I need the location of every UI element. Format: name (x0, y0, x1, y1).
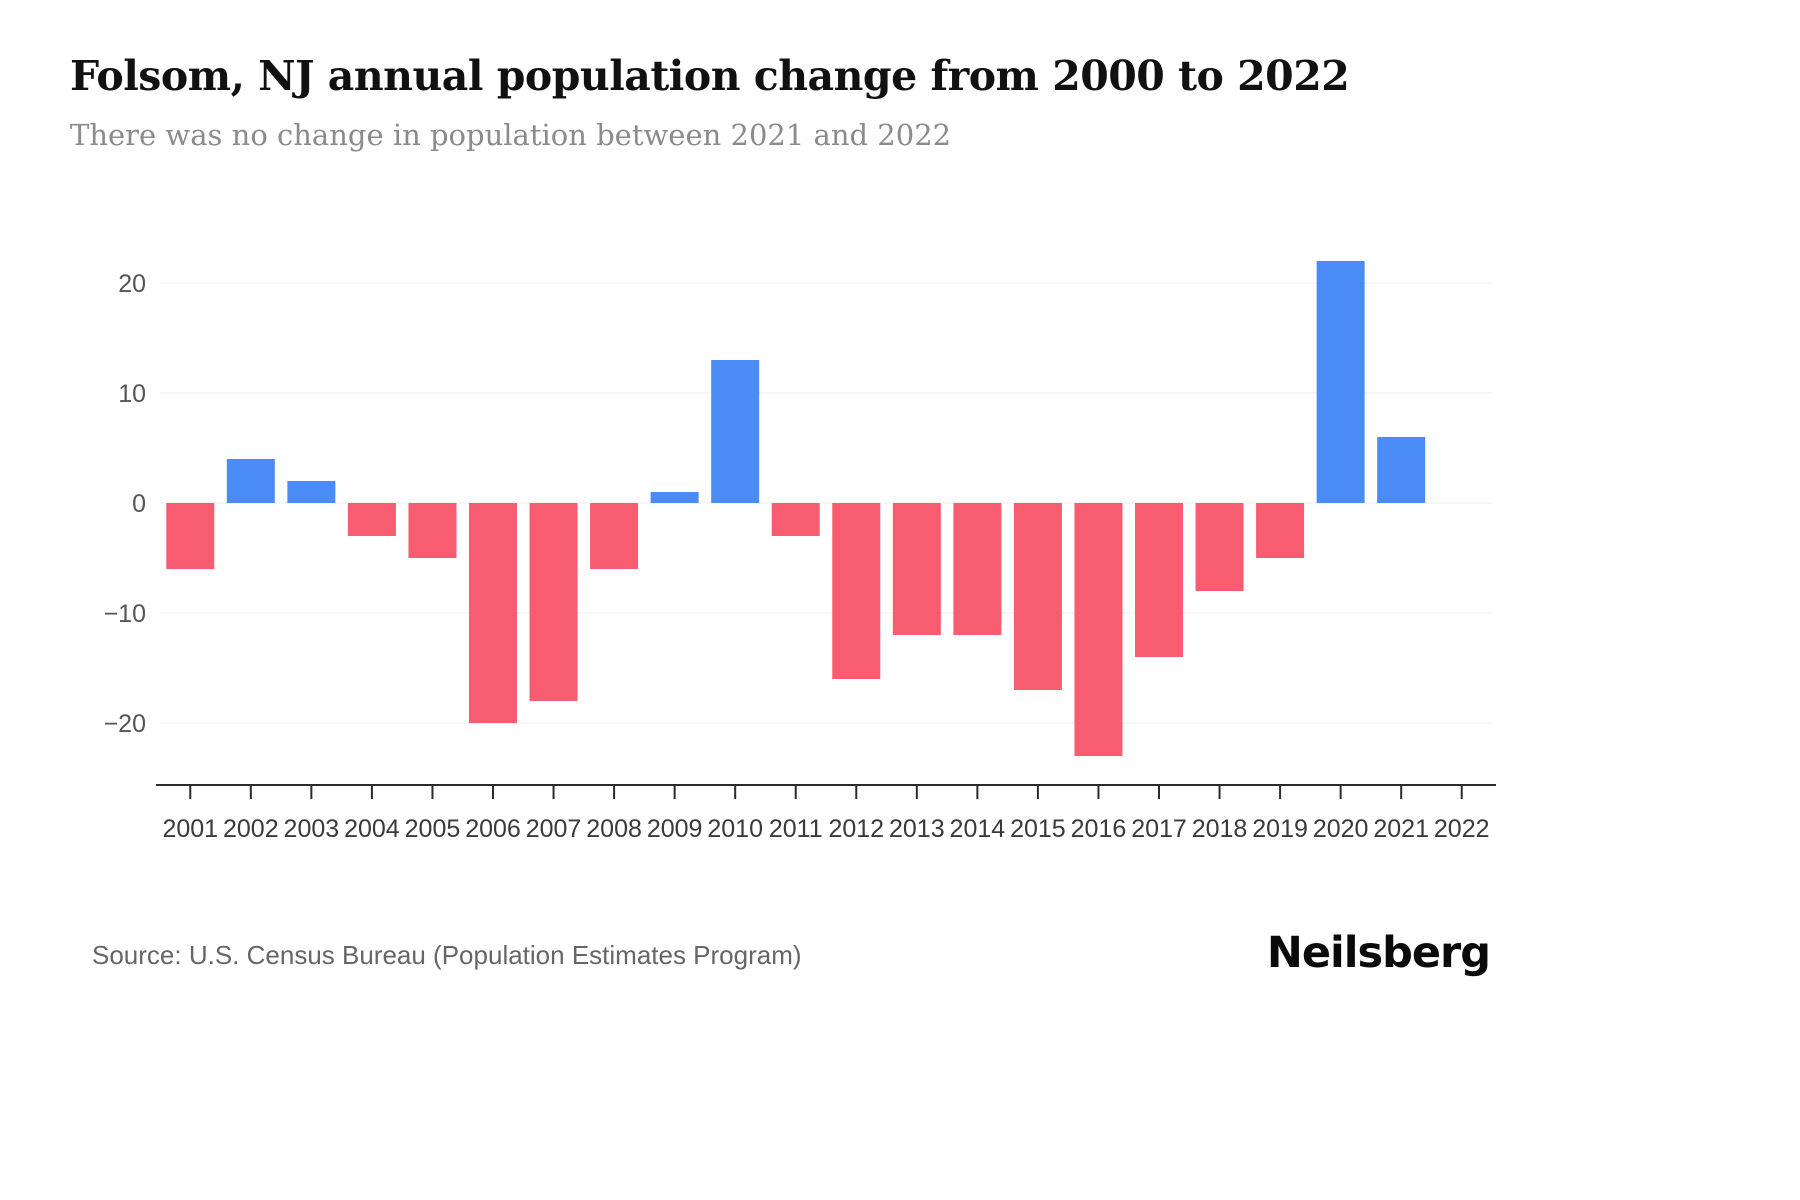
bar-2013 (892, 503, 941, 635)
source-text: Source: U.S. Census Bureau (Population E… (92, 940, 802, 970)
brand-logo: Neilsberg (1266, 928, 1491, 978)
x-tick-label: 2012 (828, 815, 884, 843)
x-tick-label: 2001 (162, 815, 218, 843)
x-tick-label: 2015 (1010, 815, 1066, 843)
y-tick-label: −20 (104, 710, 146, 738)
bar-2003 (287, 481, 336, 503)
bar-chart: 20 10 0 −10 −20 2001 2002 2003 2004 2005 2006 2007 2… (0, 210, 1800, 870)
x-tick-label: 2004 (344, 815, 400, 843)
bar-2007 (529, 503, 578, 701)
x-tick-label: 2002 (223, 815, 279, 843)
x-tick-label: 2016 (1071, 815, 1127, 843)
y-tick-label: 0 (132, 490, 146, 518)
x-tick-label: 2006 (465, 815, 521, 843)
y-tick-label: 10 (118, 380, 146, 408)
bar-2015 (1013, 503, 1062, 690)
bar-2012 (832, 503, 881, 679)
x-tick-label: 2019 (1252, 815, 1308, 843)
bar-2006 (469, 503, 517, 723)
x-tick-label: 2009 (647, 815, 703, 843)
y-tick-label: −10 (104, 600, 146, 628)
bar-2004 (347, 503, 396, 536)
bar-2009 (650, 492, 699, 503)
chart-title: Folsom, NJ annual population change from… (70, 52, 1350, 100)
x-tick-label: 2022 (1434, 815, 1490, 843)
bar-2019 (1256, 503, 1305, 558)
bar-2021 (1377, 437, 1426, 503)
x-tick-label: 2007 (526, 815, 582, 843)
bar-2001 (166, 503, 215, 569)
bar-2008 (590, 503, 639, 569)
y-tick-label: 20 (118, 270, 146, 298)
x-tick-label: 2017 (1131, 815, 1187, 843)
x-tick-label: 2018 (1192, 815, 1248, 843)
bar-2014 (953, 503, 1002, 635)
bar-2018 (1195, 503, 1244, 591)
x-tick-label: 2014 (950, 815, 1006, 843)
bar-2017 (1135, 503, 1183, 657)
bar-2010 (711, 360, 760, 503)
x-tick-label: 2003 (284, 815, 340, 843)
x-tick-label: 2013 (889, 815, 945, 843)
bar-2005 (408, 503, 457, 558)
x-tick-label: 2021 (1373, 815, 1429, 843)
bar-2002 (226, 459, 275, 503)
bar-2011 (771, 503, 820, 536)
x-tick-label: 2005 (405, 815, 461, 843)
chart-subtitle: There was no change in population betwee… (70, 118, 952, 152)
bar-2020 (1316, 261, 1365, 503)
x-tick-label: 2011 (769, 815, 823, 843)
x-tick-label: 2008 (586, 815, 642, 843)
x-tick-label: 2020 (1313, 815, 1369, 843)
bar-2016 (1074, 503, 1123, 756)
x-tick-label: 2010 (707, 815, 763, 843)
